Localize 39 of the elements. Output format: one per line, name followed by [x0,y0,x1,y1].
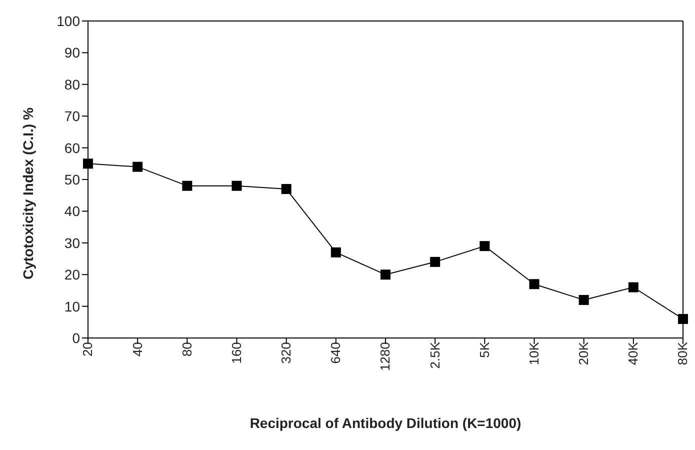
x-tick-label: 80K [675,342,690,366]
y-tick-label: 30 [64,234,80,251]
y-tick-label: 0 [72,330,80,346]
x-tick-label: 2.5K [427,342,442,369]
y-tick-label: 90 [64,44,80,61]
x-tick-label: 20 [80,342,96,356]
point [529,279,540,290]
point [182,180,192,191]
point [678,314,688,324]
y-tick-label: 10 [64,298,80,314]
x-tick-label: 40 [130,342,145,356]
x-tick-label: 5K [476,342,492,358]
x-tick-label: 20K [576,342,592,366]
x-tick-label: 160 [228,342,244,364]
y-axis-title: Cytotoxicity Index (C.I.) % [20,107,36,280]
y-tick-label: 80 [64,76,80,92]
point [330,247,341,258]
point [380,270,390,280]
x-tick-label: 80 [179,342,194,356]
y-tick-label: 40 [64,203,80,220]
y-tick-label: 100 [56,12,80,29]
x-axis-title: Reciprocal of Antibody Dilution (K=1000) [250,415,522,431]
point [83,158,93,169]
x-tick-label: 10K [526,342,542,366]
x-tick-label: 40K [626,342,641,366]
point [281,184,292,194]
point [132,162,143,172]
y-tick-label: 20 [64,266,80,283]
x-tick-label: 640 [328,342,344,364]
point [232,180,242,191]
x-tick-label: 1280 [378,342,393,371]
point [628,282,638,292]
y-tick-label: 70 [64,108,80,124]
x-tick-label: 320 [278,342,294,364]
point [578,294,589,305]
point [480,241,490,252]
y-tick-label: 60 [64,140,80,156]
point [430,256,440,267]
y-tick-label: 50 [64,171,80,188]
